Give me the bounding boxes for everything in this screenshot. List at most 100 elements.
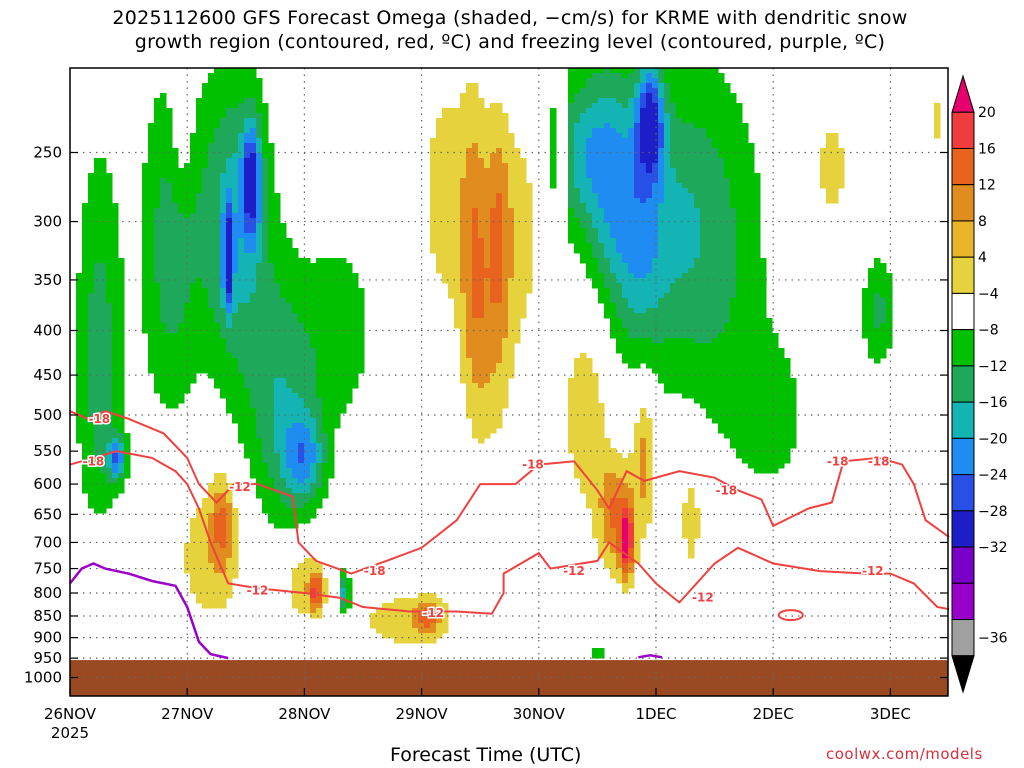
omega-cell	[616, 573, 623, 579]
omega-cell	[214, 333, 221, 339]
omega-cell	[208, 373, 215, 379]
omega-cell	[268, 403, 275, 409]
omega-cell	[652, 273, 659, 279]
omega-cell	[262, 388, 269, 394]
omega-cell	[208, 363, 215, 369]
omega-cell	[526, 288, 533, 294]
omega-cell	[616, 498, 623, 504]
omega-cell	[640, 223, 647, 229]
omega-cell	[214, 163, 221, 169]
omega-cell	[232, 188, 239, 194]
omega-cell	[664, 148, 671, 154]
omega-cell	[262, 213, 269, 219]
omega-cell	[490, 343, 497, 349]
omega-cell	[646, 508, 653, 514]
omega-cell	[214, 98, 221, 104]
omega-cell	[250, 128, 257, 134]
omega-cell	[100, 253, 107, 259]
omega-cell	[490, 313, 497, 319]
omega-cell	[238, 338, 245, 344]
omega-cell	[232, 298, 239, 304]
omega-cell	[520, 283, 527, 289]
omega-cell	[430, 168, 437, 174]
omega-cell	[616, 478, 623, 484]
omega-cell	[256, 183, 263, 189]
omega-cell	[478, 398, 485, 404]
omega-cell	[226, 388, 233, 394]
omega-cell	[226, 73, 233, 79]
omega-cell	[358, 298, 365, 304]
omega-cell	[508, 143, 515, 149]
omega-cell	[124, 448, 131, 454]
omega-cell	[604, 533, 611, 539]
omega-cell	[658, 193, 665, 199]
omega-cell	[592, 513, 599, 519]
omega-cell	[478, 218, 485, 224]
omega-cell	[298, 453, 305, 459]
omega-cell	[112, 228, 119, 234]
omega-cell	[190, 358, 197, 364]
omega-cell	[340, 273, 347, 279]
omega-cell	[160, 173, 167, 179]
omega-cell	[190, 253, 197, 259]
omega-cell	[250, 383, 257, 389]
omega-cell	[190, 293, 197, 299]
omega-cell	[574, 473, 581, 479]
omega-cell	[640, 68, 647, 74]
omega-cell	[88, 378, 95, 384]
omega-cell	[574, 148, 581, 154]
omega-cell	[508, 168, 515, 174]
omega-cell	[190, 578, 197, 584]
omega-cell	[208, 278, 215, 284]
omega-cell	[472, 378, 479, 384]
omega-cell	[466, 208, 473, 214]
omega-cell	[268, 303, 275, 309]
omega-cell	[88, 223, 95, 229]
omega-cell	[244, 318, 251, 324]
omega-cell	[442, 278, 449, 284]
omega-cell	[658, 273, 665, 279]
omega-cell	[394, 603, 401, 609]
omega-cell	[100, 178, 107, 184]
omega-cell	[196, 183, 203, 189]
omega-cell	[298, 588, 305, 594]
omega-cell	[232, 158, 239, 164]
omega-cell	[298, 303, 305, 309]
omega-cell	[94, 503, 101, 509]
omega-cell	[322, 298, 329, 304]
omega-cell	[268, 503, 275, 509]
omega-cell	[598, 123, 605, 129]
omega-cell	[430, 188, 437, 194]
omega-cell	[124, 433, 131, 439]
omega-cell	[76, 353, 83, 359]
omega-cell	[496, 203, 503, 209]
omega-cell	[514, 248, 521, 254]
omega-cell	[304, 313, 311, 319]
omega-cell	[178, 388, 185, 394]
omega-cell	[208, 163, 215, 169]
omega-cell	[628, 158, 635, 164]
omega-cell	[184, 258, 191, 264]
omega-cell	[82, 378, 89, 384]
omega-cell	[208, 323, 215, 329]
omega-cell	[592, 228, 599, 234]
omega-cell	[610, 253, 617, 259]
omega-cell	[460, 228, 467, 234]
omega-cell	[598, 258, 605, 264]
omega-cell	[586, 378, 593, 384]
omega-cell	[250, 173, 257, 179]
omega-cell	[196, 168, 203, 174]
omega-cell	[208, 173, 215, 179]
omega-cell	[640, 473, 647, 479]
omega-cell	[490, 258, 497, 264]
omega-cell	[508, 248, 515, 254]
omega-cell	[454, 308, 461, 314]
omega-cell	[316, 323, 323, 329]
omega-cell	[598, 148, 605, 154]
omega-cell	[208, 508, 215, 514]
omega-cell	[616, 178, 623, 184]
omega-cell	[652, 118, 659, 124]
omega-cell	[304, 478, 311, 484]
omega-cell	[322, 438, 329, 444]
omega-cell	[154, 293, 161, 299]
